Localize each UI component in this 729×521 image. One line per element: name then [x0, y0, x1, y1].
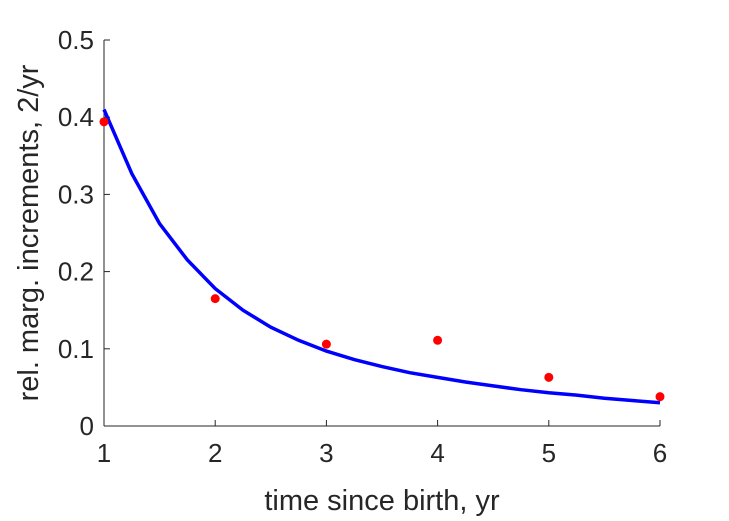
- y-tick-label: 0.2: [58, 257, 94, 287]
- data-point: [321, 339, 331, 349]
- plot-area: 0 0.1 0.2 0.3 0.4 0.5 1 2 3 4 5 6: [58, 25, 667, 468]
- data-points: [99, 117, 665, 402]
- x-tick-label: 2: [208, 438, 222, 468]
- data-point: [544, 372, 554, 382]
- x-tick-label: 4: [430, 438, 444, 468]
- x-axis-title: time since birth, yr: [264, 485, 500, 517]
- y-tick-label: 0.4: [58, 102, 94, 132]
- y-ticks: 0 0.1 0.2 0.3 0.4 0.5: [58, 25, 110, 441]
- data-point: [655, 392, 665, 402]
- y-tick-label: 0: [80, 411, 94, 441]
- y-tick-label: 0.3: [58, 179, 94, 209]
- x-tick-label: 1: [97, 438, 111, 468]
- x-tick-label: 5: [542, 438, 556, 468]
- data-point: [99, 117, 109, 127]
- y-tick-label: 0.5: [58, 25, 94, 55]
- y-tick-label: 0.1: [58, 334, 94, 364]
- fit-curve: [102, 108, 661, 405]
- x-tick-label: 6: [653, 438, 667, 468]
- y-axis-title: rel. marg. increments, 2/yr: [13, 64, 45, 401]
- data-point: [433, 335, 443, 345]
- x-tick-label: 3: [319, 438, 333, 468]
- x-ticks: 1 2 3 4 5 6: [97, 420, 667, 468]
- data-point: [210, 294, 220, 304]
